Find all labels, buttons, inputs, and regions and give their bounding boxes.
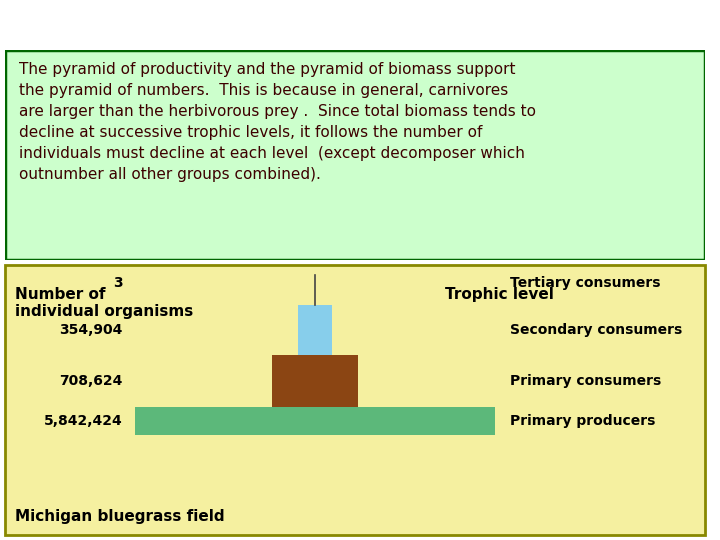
Text: Primary producers: Primary producers: [510, 414, 655, 428]
Bar: [135, 407, 495, 435]
Text: Trophic level: Trophic level: [445, 287, 554, 302]
Text: Tertiary consumers: Tertiary consumers: [510, 276, 660, 290]
Bar: [272, 355, 358, 407]
Text: The pyramid of productivity and the pyramid of biomass support
the pyramid of nu: The pyramid of productivity and the pyra…: [19, 62, 536, 182]
Text: 354,904: 354,904: [60, 323, 123, 337]
Bar: [298, 305, 332, 355]
Text: 3: 3: [113, 276, 123, 290]
Text: Michigan bluegrass field: Michigan bluegrass field: [15, 510, 225, 524]
Text: individual organisms: individual organisms: [15, 304, 193, 319]
Text: Primary consumers: Primary consumers: [510, 374, 661, 388]
Text: Secondary consumers: Secondary consumers: [510, 323, 683, 337]
Text: 708,624: 708,624: [60, 374, 123, 388]
Text: 5,842,424: 5,842,424: [44, 414, 123, 428]
Text: Number of: Number of: [15, 287, 106, 302]
